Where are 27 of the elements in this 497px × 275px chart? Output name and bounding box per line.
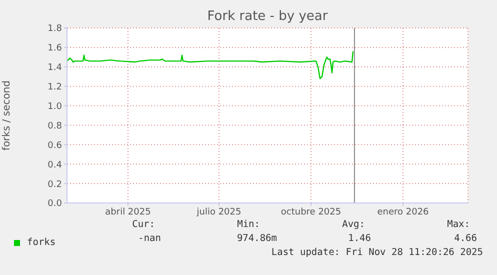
text: Cur: xyxy=(132,219,155,230)
line-series xyxy=(67,50,354,80)
y-tick-label: 1.4 xyxy=(48,63,62,74)
y-tick-label: 0.2 xyxy=(48,180,62,190)
text: Min: xyxy=(237,219,260,230)
text: Max: xyxy=(447,219,470,230)
y-tick-label: 1.6 xyxy=(48,44,62,54)
x-tick-label: julio 2025 xyxy=(196,207,242,218)
chart-title: Fork rate - by year xyxy=(206,9,329,24)
x-tick-label: enero 2026 xyxy=(377,207,430,218)
y-tick-label: 1.8 xyxy=(48,24,62,34)
legend-label: forks xyxy=(27,237,56,248)
y-tick-label: 1.2 xyxy=(48,82,62,93)
y-tick-label: 1.0 xyxy=(48,102,62,112)
text: -nan xyxy=(138,233,161,244)
text: Last update: Fri Nov 28 11:20:26 2025 xyxy=(271,247,483,258)
y-tick-label: 0.6 xyxy=(48,140,62,151)
y-tick-label: 0.8 xyxy=(48,121,62,132)
text: Avg: xyxy=(342,219,365,230)
text: 1.46 xyxy=(348,233,371,244)
y-tick-label: 0.4 xyxy=(48,160,62,170)
y-tick-label: 0.0 xyxy=(48,199,62,210)
y-axis-title: forks / second xyxy=(2,80,13,151)
text: 4.66 xyxy=(454,233,477,244)
text: 974.86m xyxy=(236,233,277,244)
x-tick-label: octubre 2025 xyxy=(280,207,342,218)
x-tick-label: abril 2025 xyxy=(105,207,151,218)
